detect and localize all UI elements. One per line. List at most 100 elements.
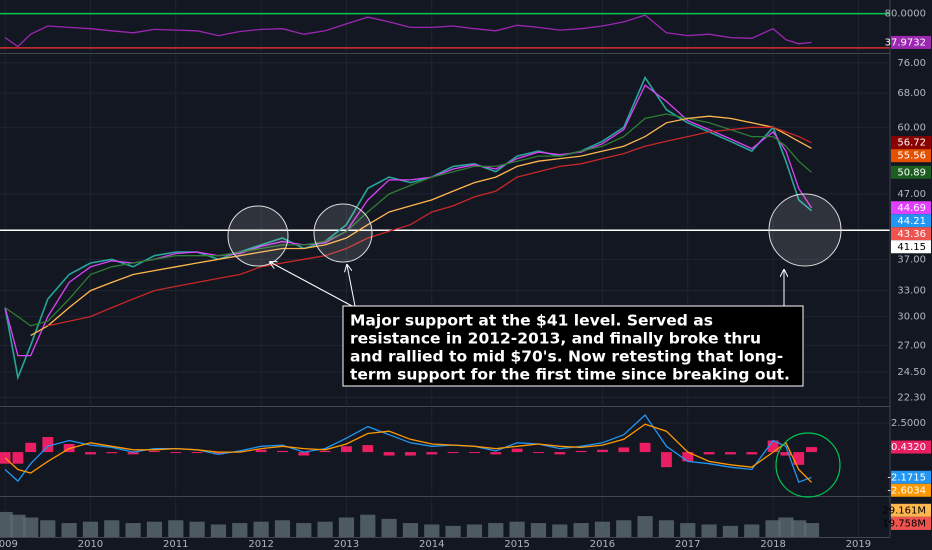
annotation-line: resistance in 2012-2013, and finally bro… [350, 330, 761, 348]
histogram-bar [682, 452, 694, 462]
annotation-box [342, 305, 804, 387]
volume-bar [616, 520, 632, 537]
volume-bar [168, 520, 184, 537]
y-tick-label: 33.00 [897, 286, 926, 297]
volume-bar [253, 521, 269, 537]
histogram-bar [793, 452, 805, 465]
arrow [347, 265, 356, 307]
x-tick-label: 2017 [675, 539, 700, 550]
volume-bar [317, 521, 333, 537]
volume-bar [0, 511, 13, 537]
price-badge-label: 43.36 [897, 229, 926, 240]
volume-bar [274, 520, 291, 537]
price-badge [891, 227, 931, 241]
y-tick-label: 80.0000 [885, 9, 926, 20]
arrow [270, 262, 353, 307]
price-badge [891, 201, 931, 215]
volume-bar [61, 523, 77, 537]
histogram-bar [149, 450, 160, 453]
marks [0, 12, 890, 537]
annotation-line: term support for the first time since br… [350, 366, 790, 384]
price-badge [891, 149, 931, 163]
price-badge [891, 470, 931, 484]
histogram-bar [341, 446, 352, 453]
histogram-bar [597, 449, 608, 453]
volume-bar [445, 525, 461, 537]
volume-bar [210, 524, 227, 537]
price-badge-label: -2.1715 [887, 472, 926, 483]
volume-bar [82, 521, 99, 537]
volume-bar [232, 523, 248, 537]
volume-bar [701, 524, 717, 537]
histogram-bar [806, 447, 817, 453]
volume-bar [360, 514, 376, 537]
overlay: Major support at the $41 level. Served a… [227, 193, 842, 498]
histogram-bar [618, 447, 630, 453]
histogram-bar [426, 452, 438, 455]
highlight-circle [775, 432, 841, 498]
volume-bar [530, 523, 547, 537]
price-badge [891, 440, 931, 454]
histogram-bar [447, 452, 459, 454]
histogram-bar [490, 452, 502, 455]
price-badge-label: 44.69 [897, 203, 926, 214]
histogram-bar [383, 452, 395, 456]
volume-bar [658, 520, 675, 537]
y-tick-label: 27.00 [897, 340, 926, 351]
y-tick-label: 37.00 [897, 254, 926, 265]
histogram-bar [255, 449, 267, 453]
histogram-bar [639, 442, 651, 453]
volume-bar [23, 517, 39, 537]
x-tick-label: 2014 [419, 539, 444, 550]
histogram-bar [191, 452, 203, 454]
volume-bar [466, 524, 483, 537]
price-badge-label: 41.15 [897, 242, 926, 253]
price-badge-label: 19.758M [882, 518, 926, 529]
price-badge-label: 29.161M [882, 505, 926, 516]
price-badge-label: 55.56 [897, 151, 926, 162]
histogram-bar [405, 452, 416, 456]
price-badge-label: 37.9732 [885, 37, 926, 48]
x-tick-label: 2016 [590, 539, 615, 550]
price-badge [891, 35, 931, 49]
volume-bar [680, 523, 696, 537]
series-line [4, 84, 813, 357]
price-badge-label: 44.21 [897, 216, 926, 227]
annotation-line: Major support at the $41 level. Served a… [350, 312, 713, 330]
histogram-bar [780, 452, 792, 456]
volume-bar [296, 523, 312, 537]
price-badge-label: -2.6034 [887, 485, 926, 496]
volume-bar [40, 520, 56, 537]
histogram-bar [106, 452, 118, 454]
volume-bar [765, 520, 781, 537]
y-tick-label: 47.00 [897, 189, 926, 200]
volume-bar [10, 514, 26, 537]
histogram-bar [362, 445, 374, 453]
volume-bar [402, 523, 419, 537]
series-line [4, 423, 812, 483]
histogram-bar [213, 452, 224, 455]
histogram-bar [554, 452, 566, 455]
histogram-bar [298, 452, 310, 456]
volume-bar [104, 520, 120, 537]
y-tick-label: 76.00 [897, 58, 926, 69]
series-line [47, 126, 812, 327]
price-badge-label: 56.72 [897, 138, 926, 149]
x-tick-label: 2012 [248, 539, 273, 550]
x-tick-label: 2019 [846, 539, 871, 550]
histogram-bar [575, 450, 587, 453]
histogram-bar [725, 452, 736, 455]
volume-bar [338, 517, 355, 537]
price-badge-label: 0.4320 [891, 442, 926, 453]
highlight-circle [227, 205, 289, 267]
volume-bar [189, 521, 205, 537]
highlight-circle [768, 193, 842, 267]
x-tick-label: 2013 [334, 539, 359, 550]
price-badge [891, 136, 931, 150]
x-tick-label: 2009 [0, 539, 18, 550]
volume-bar [594, 521, 611, 537]
price-badge [891, 503, 931, 517]
